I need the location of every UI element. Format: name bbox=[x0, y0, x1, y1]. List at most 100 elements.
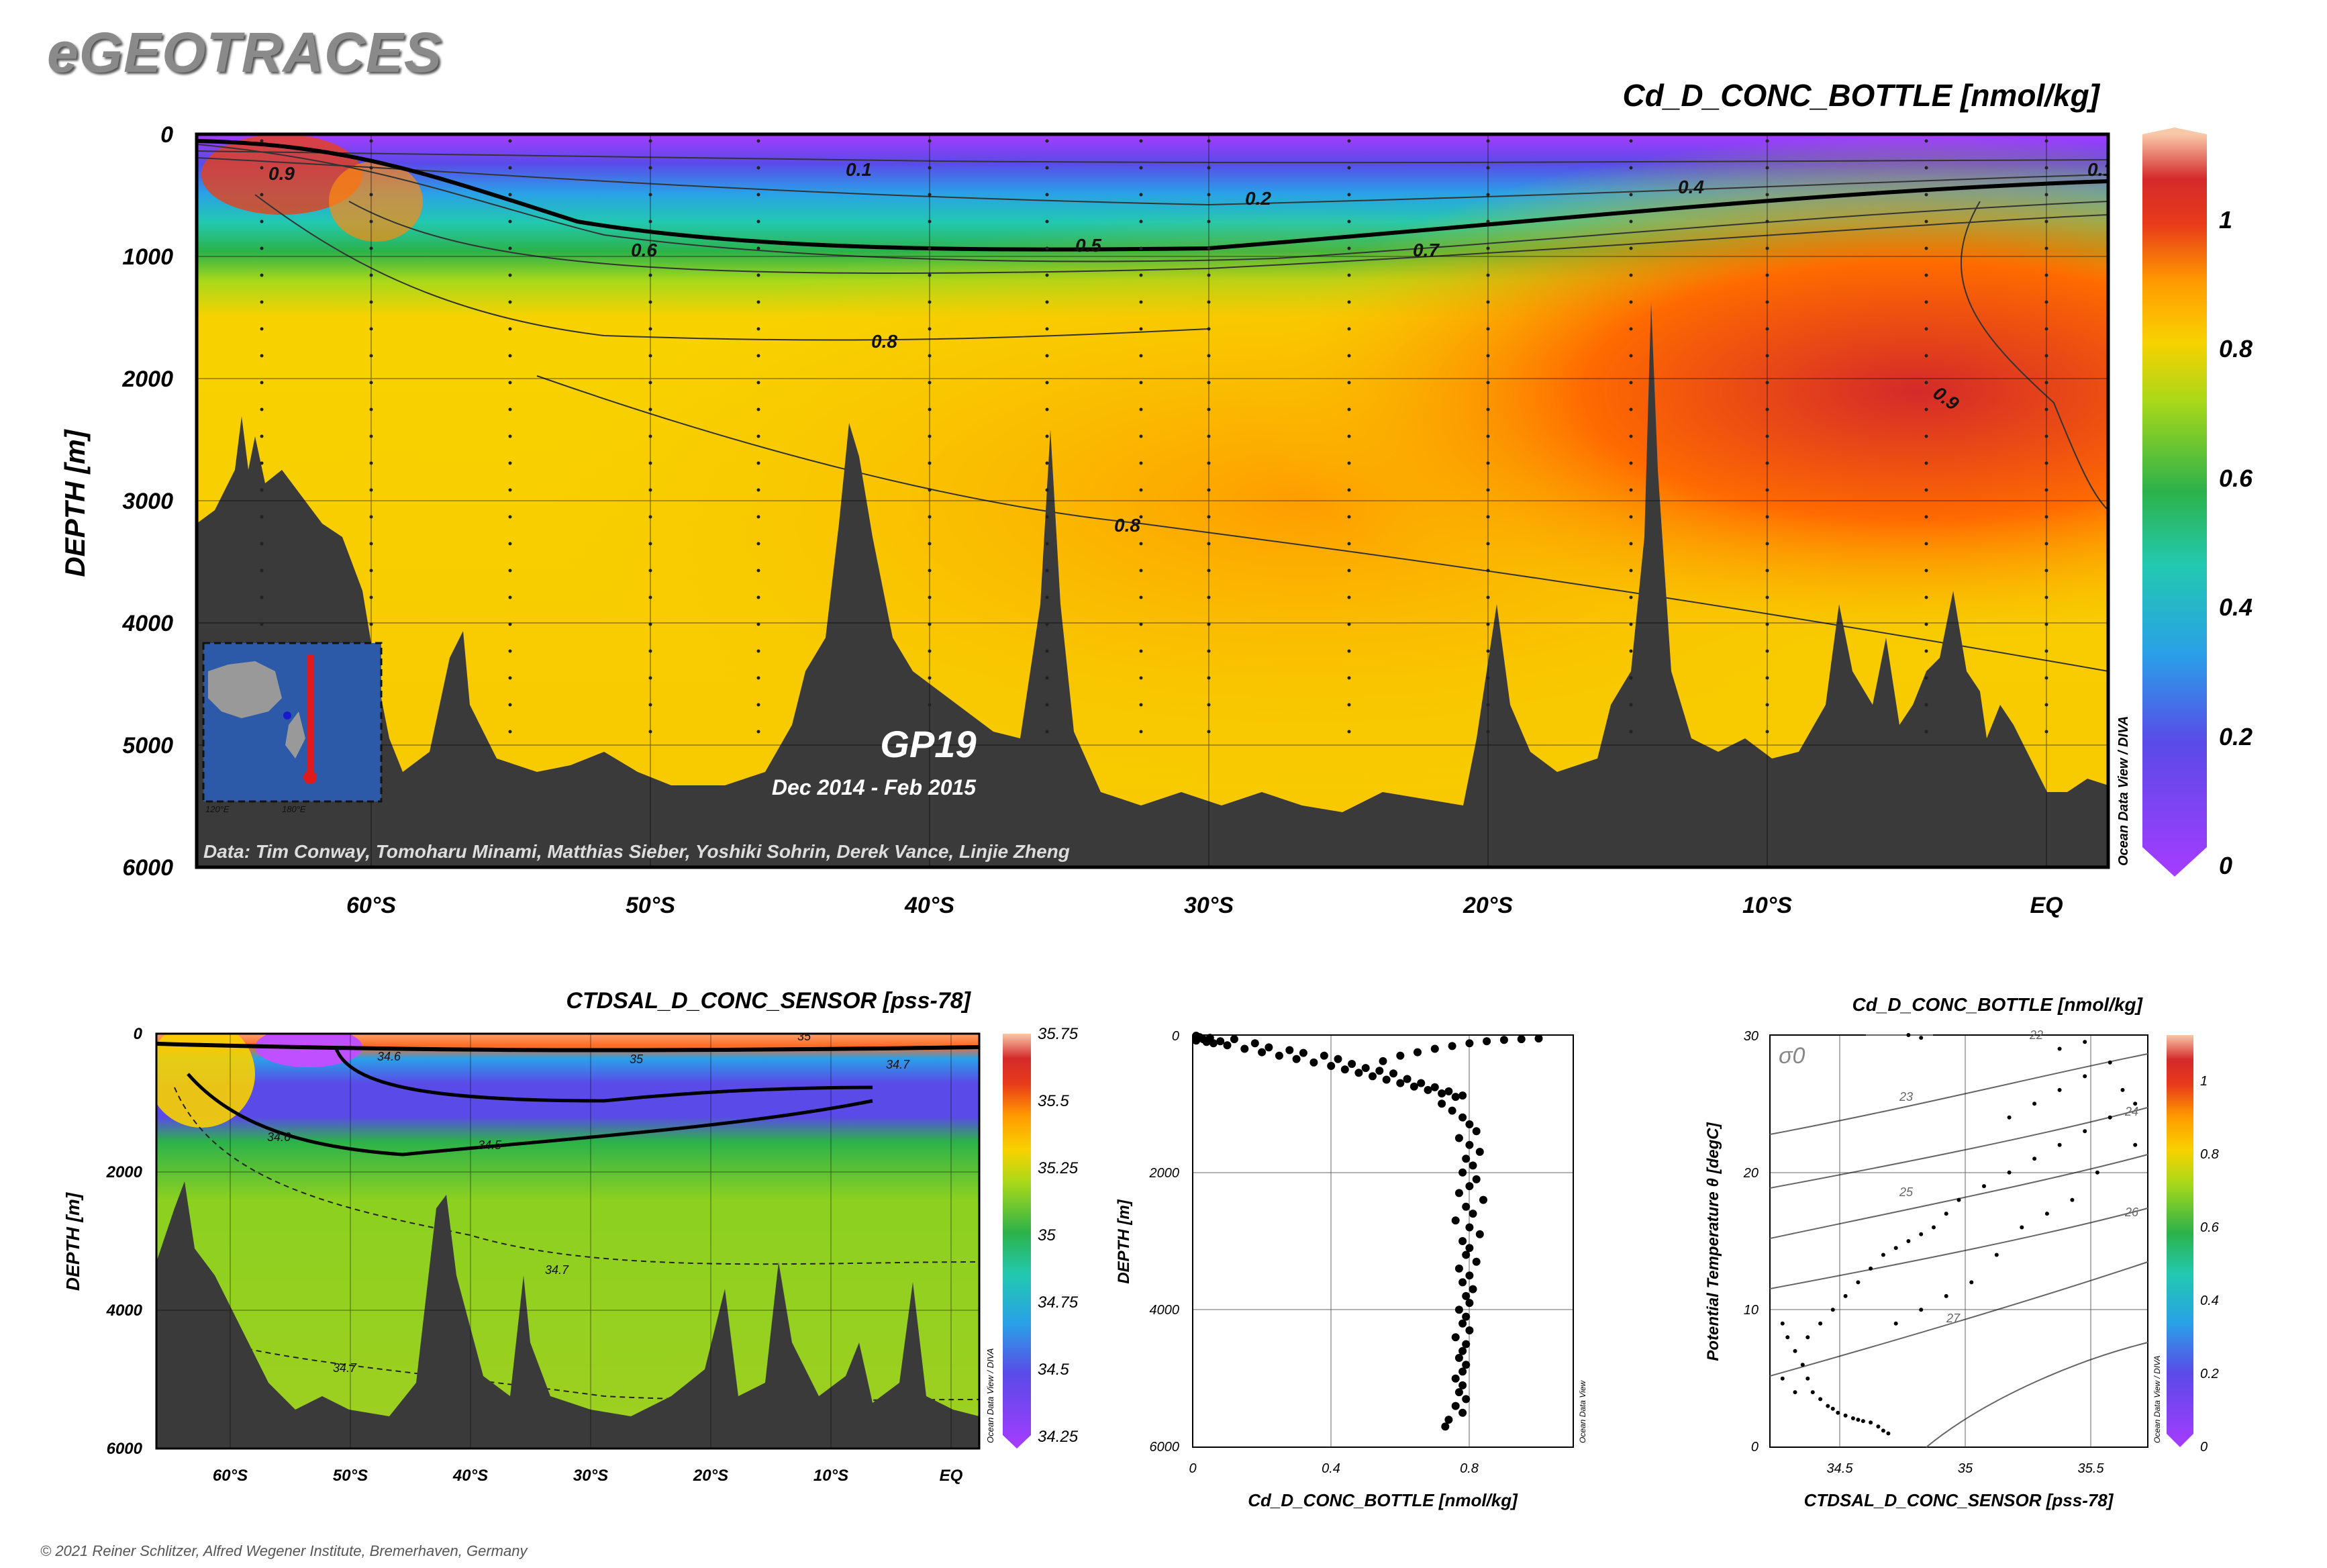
sample-dot bbox=[2044, 730, 2048, 734]
sample-dot bbox=[648, 434, 652, 438]
data-point bbox=[2070, 1197, 2075, 1202]
sample-dot bbox=[1139, 219, 1143, 224]
sample-dot bbox=[1629, 461, 1633, 465]
sample-dot bbox=[1765, 246, 1769, 250]
data-point bbox=[1856, 1418, 1861, 1422]
data-point bbox=[1969, 1280, 1974, 1285]
data-point bbox=[1451, 1093, 1460, 1101]
sample-dot bbox=[369, 219, 373, 224]
x-tick-labels: 34.5 35 35.5 bbox=[1827, 1461, 2105, 1476]
y-tick-label: 3000 bbox=[122, 489, 173, 514]
data-point bbox=[1869, 1420, 1873, 1425]
data-point bbox=[1275, 1051, 1283, 1060]
isopycnal bbox=[1926, 1342, 2148, 1448]
colorbar-tick: 0.6 bbox=[2219, 464, 2253, 492]
sample-dot bbox=[756, 381, 760, 385]
data-point bbox=[1396, 1051, 1405, 1060]
section-field-hotspot bbox=[201, 134, 362, 215]
contour-label: 0.6 bbox=[631, 240, 657, 260]
x-tick-label: 10°S bbox=[813, 1467, 848, 1485]
colorbar-ticks: 0 0.2 0.4 0.6 0.8 1 bbox=[2200, 1074, 2220, 1455]
sample-dot bbox=[1486, 569, 1490, 573]
data-point bbox=[1805, 1335, 1810, 1340]
x-tick-label: 34.5 bbox=[1827, 1461, 1854, 1476]
data-point bbox=[1479, 1195, 1487, 1204]
sample-dot bbox=[648, 461, 652, 465]
x-tick-label: 10°S bbox=[1742, 893, 1792, 918]
isopycnal-label: 23 bbox=[1899, 1090, 1913, 1104]
data-point bbox=[1444, 1416, 1453, 1424]
sample-dot bbox=[508, 434, 512, 438]
sample-dot bbox=[260, 595, 264, 599]
sample-dot bbox=[1765, 488, 1769, 492]
sample-dot bbox=[1486, 300, 1490, 304]
y-tick-label: 2000 bbox=[106, 1163, 143, 1181]
sample-dot bbox=[1347, 649, 1351, 653]
sample-dot bbox=[1045, 354, 1049, 358]
chart-title: Cd_D_CONC_BOTTLE [nmol/kg] bbox=[1852, 994, 2144, 1015]
sample-dot bbox=[648, 246, 652, 250]
sample-dot bbox=[756, 273, 760, 277]
contour-label: 0.8 bbox=[1114, 515, 1140, 536]
colorbar-tick: 0.4 bbox=[2219, 593, 2252, 621]
sample-dot bbox=[648, 515, 652, 519]
sample-dot bbox=[1045, 300, 1049, 304]
contour-label: 34.6 bbox=[377, 1050, 401, 1063]
data-point bbox=[1454, 1264, 1463, 1273]
sample-dot bbox=[260, 407, 264, 411]
sample-dot bbox=[2044, 569, 2048, 573]
sample-dot bbox=[1924, 595, 1928, 599]
profile-grid bbox=[1193, 1035, 1573, 1447]
sample-dot bbox=[1486, 542, 1490, 546]
data-point bbox=[1299, 1048, 1307, 1057]
sample-dot bbox=[1207, 730, 1211, 734]
sample-dot bbox=[928, 515, 932, 519]
colorbar-tick: 0.8 bbox=[2200, 1147, 2219, 1162]
sample-dot bbox=[928, 193, 932, 197]
contour-label: 0.9 bbox=[268, 163, 295, 184]
data-point bbox=[1458, 1408, 1467, 1417]
sample-dot bbox=[928, 595, 932, 599]
sample-dot bbox=[928, 676, 932, 680]
y-tick-label: 0 bbox=[134, 1025, 143, 1043]
data-credits: Data: Tim Conway, Tomoharu Minami, Matth… bbox=[203, 841, 1070, 862]
data-point bbox=[1451, 1402, 1460, 1410]
y-tick-label: 0 bbox=[1751, 1440, 1759, 1455]
sample-dot bbox=[928, 542, 932, 546]
y-tick-label: 0 bbox=[160, 122, 173, 148]
x-tick-label: 30°S bbox=[573, 1467, 608, 1485]
data-point bbox=[2007, 1115, 2012, 1120]
sample-dot bbox=[2044, 515, 2048, 519]
data-point bbox=[1458, 1168, 1467, 1177]
sample-dot bbox=[1347, 327, 1351, 331]
sample-dot bbox=[369, 354, 373, 358]
sample-dot bbox=[928, 273, 932, 277]
sample-dot bbox=[928, 730, 932, 734]
sample-dot bbox=[260, 542, 264, 546]
sample-dot bbox=[1139, 381, 1143, 385]
data-point bbox=[1458, 1237, 1467, 1245]
sample-dot bbox=[369, 407, 373, 411]
contour-label: 35 bbox=[630, 1052, 644, 1066]
ts-diagram-plot: 22 23 24 25 26 27 σ0 0 10 20 30 34.5 35 … bbox=[1704, 994, 2220, 1510]
data-point bbox=[1454, 1189, 1463, 1197]
colorbar-scale bbox=[1003, 1034, 1031, 1449]
sample-dot bbox=[1139, 327, 1143, 331]
sample-dot bbox=[2044, 381, 2048, 385]
data-point bbox=[1334, 1055, 1342, 1063]
sample-dot bbox=[260, 434, 264, 438]
sample-dot bbox=[1629, 273, 1633, 277]
x-tick-label: 0 bbox=[1189, 1461, 1196, 1476]
data-point bbox=[1438, 1099, 1446, 1108]
copyright-notice: © 2021 Reiner Schlitzer, Alfred Wegener … bbox=[40, 1542, 528, 1559]
data-point bbox=[1850, 1416, 1855, 1420]
data-point bbox=[1462, 1291, 1471, 1300]
data-point bbox=[1932, 1225, 1936, 1230]
sample-dot bbox=[508, 569, 512, 573]
colorbar-tick: 34.25 bbox=[1038, 1428, 1079, 1446]
sample-dot bbox=[508, 219, 512, 224]
sample-dot bbox=[1347, 407, 1351, 411]
sample-dot bbox=[369, 569, 373, 573]
colorbar-tick: 35.5 bbox=[1038, 1092, 1069, 1110]
data-point bbox=[1475, 1148, 1484, 1156]
